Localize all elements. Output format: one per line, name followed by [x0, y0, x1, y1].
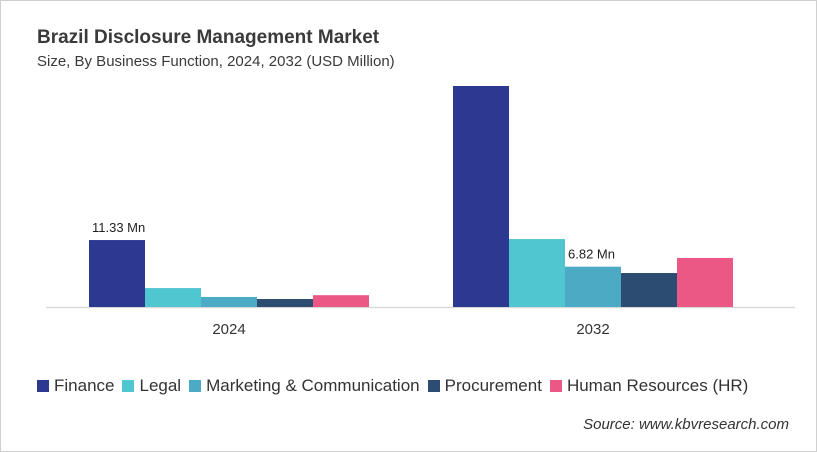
legend-label: Finance [54, 376, 115, 395]
bar-2032-procurement [621, 273, 677, 307]
data-label: 11.33 Mn [92, 220, 145, 235]
bar-2024-marketing-communication [201, 296, 257, 307]
bar-2024-procurement [257, 299, 313, 307]
bar-2024-human-resources-hr- [313, 295, 369, 307]
legend-swatch [122, 380, 135, 392]
legend-item: Legal [122, 376, 181, 396]
legend-label: Procurement [444, 376, 542, 395]
legend-swatch [37, 380, 49, 392]
bar-2032-legal [509, 239, 565, 307]
x-tick-label: 2032 [576, 321, 609, 338]
legend-label: Legal [139, 376, 182, 395]
legend-item: Finance [37, 376, 114, 396]
legend-label: Human Resources (HR) [566, 376, 749, 395]
source-note: Source: www.kbvresearch.com [583, 416, 789, 433]
legend-swatch [549, 380, 562, 392]
chart-title: Brazil Disclosure Management Market [37, 27, 380, 48]
legend-item: Marketing & Communication [189, 376, 420, 396]
legend-item: Human Resources (HR) [549, 376, 749, 396]
bar-2032-finance [453, 86, 509, 307]
chart-subtitle: Size, By Business Function, 2024, 2032 (… [37, 53, 395, 70]
bar-2032-human-resources-hr- [677, 257, 733, 307]
bar-2032-marketing-communication [565, 266, 621, 307]
legend-swatch [427, 380, 440, 392]
legend-item: Procurement [427, 376, 542, 396]
legend: Finance Legal Marketing & Communication Pro… [37, 376, 748, 396]
bar-2024-legal [145, 288, 201, 307]
bar-2024-finance [89, 240, 145, 307]
legend-label: Marketing & Communication [206, 376, 420, 395]
legend-swatch [189, 380, 202, 392]
data-label: 6.82 Mn [568, 247, 615, 262]
x-tick-label: 2024 [212, 321, 245, 338]
